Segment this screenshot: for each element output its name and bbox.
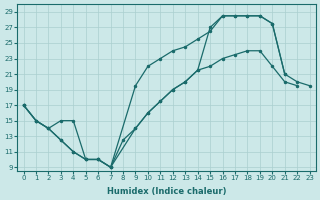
X-axis label: Humidex (Indice chaleur): Humidex (Indice chaleur)	[107, 187, 226, 196]
